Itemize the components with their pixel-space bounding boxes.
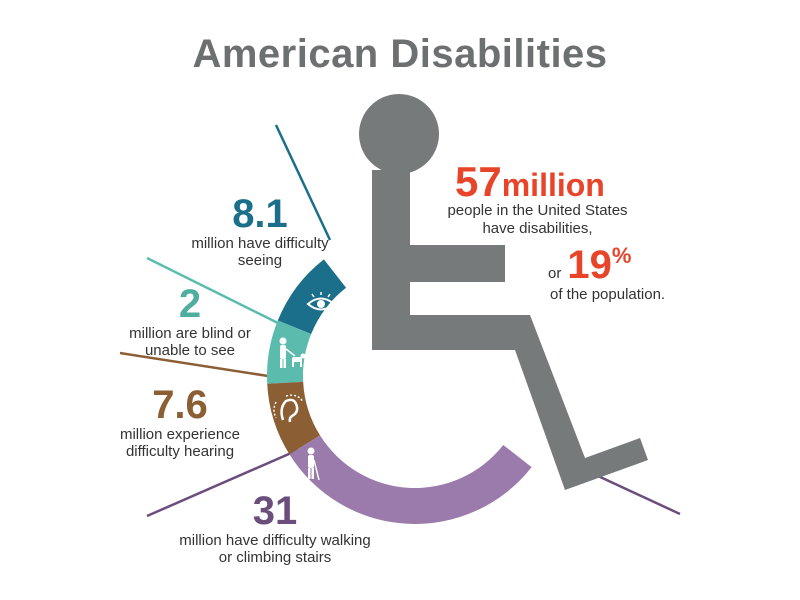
- desc-hearing: million experience difficulty hearing: [119, 426, 241, 461]
- desc-blind: million are blind or unable to see: [129, 325, 251, 360]
- ring-segments: [267, 259, 532, 524]
- percent-number: 19: [567, 243, 612, 287]
- eye-icon: [306, 292, 336, 311]
- headline-number: 57: [455, 158, 502, 205]
- ear-icon: [273, 394, 304, 423]
- wheelchair-head: [359, 94, 439, 174]
- headline-description: people in the United States have disabil…: [447, 202, 628, 237]
- percent-line: or 19%: [548, 243, 688, 288]
- label-seeing: 8.1 million have difficulty seeing: [190, 193, 330, 270]
- guide-dog-icon: [279, 337, 306, 368]
- leader-line-walking: [146, 448, 299, 518]
- wheelchair-body: [372, 170, 648, 490]
- leader-line-blind: [146, 256, 283, 327]
- ring-segment-hearing: [267, 381, 321, 455]
- percent-description: of the population.: [550, 286, 666, 303]
- desc-walking: million have difficulty walking or climb…: [179, 532, 371, 567]
- ring-segment-walking: [289, 435, 532, 524]
- label-blind: 2 million are blind or unable to see: [115, 283, 265, 360]
- label-hearing: 7.6 million experience difficulty hearin…: [105, 384, 255, 461]
- cane-walker-icon: [307, 447, 320, 481]
- desc-seeing: million have difficulty seeing: [191, 235, 329, 270]
- percent-sign: %: [611, 243, 632, 268]
- ring-segment-seeing: [277, 259, 347, 335]
- wheelchair-symbol: [359, 94, 648, 490]
- headline-unit: million: [501, 167, 605, 203]
- headline-value: 57million: [455, 158, 675, 206]
- value-seeing: 8.1: [232, 192, 288, 236]
- page-title: American Disabilities: [192, 32, 608, 76]
- percent-or: or: [548, 265, 562, 282]
- value-hearing: 7.6: [152, 383, 208, 427]
- leader-line-seeing: [274, 124, 332, 241]
- leader-line-hearing: [119, 351, 269, 378]
- label-walking: 31 million have difficulty walking or cl…: [175, 490, 375, 567]
- value-walking: 31: [252, 489, 298, 533]
- value-blind: 2: [178, 282, 202, 326]
